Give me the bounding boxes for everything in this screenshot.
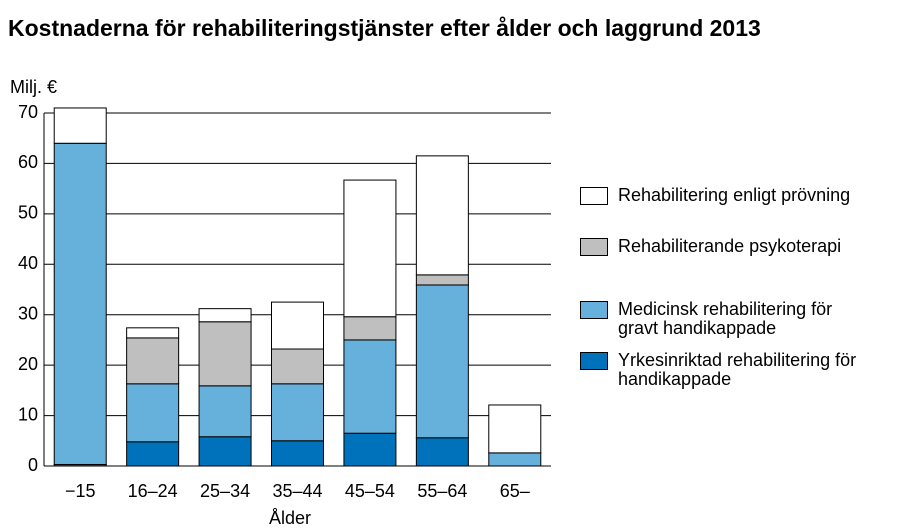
x-tick-label: 45–54 [345, 481, 395, 501]
bar-segment [343, 339, 397, 434]
y-tick-label: 70 [18, 102, 38, 122]
legend-item: Medicinsk rehabilitering för gravt handi… [580, 300, 870, 338]
x-tick-label: 16–24 [128, 481, 178, 501]
bar-segment [198, 308, 252, 323]
legend-item: Rehabiliterande psykoterapi [580, 237, 870, 256]
x-tick-label: 25–34 [200, 481, 250, 501]
legend-label: Medicinsk rehabilitering för gravt handi… [618, 299, 833, 338]
bar-segment [198, 436, 252, 467]
y-tick-label: 50 [18, 203, 38, 223]
chart-title: Kostnaderna för rehabiliteringstjänster … [8, 15, 761, 41]
bar-segment [126, 383, 180, 443]
bar-segment [126, 441, 180, 467]
y-tick-label: 10 [18, 404, 38, 424]
legend-item: Rehabilitering enligt prövning [580, 186, 870, 205]
bar-segment [271, 383, 324, 442]
legend-item: Yrkesinriktad rehabilitering för handika… [580, 351, 870, 389]
y-tick-label: 30 [18, 303, 38, 323]
bar-segment [415, 274, 469, 286]
bar-segment [53, 107, 107, 144]
y-tick-label: 20 [18, 354, 38, 374]
bar-segment [271, 301, 324, 350]
bar-segment [415, 437, 469, 467]
legend-swatch [580, 187, 608, 205]
bar-segment [126, 337, 180, 385]
bar-segment [343, 316, 397, 341]
x-tick-label: 55–64 [417, 481, 467, 501]
bar-segment [343, 432, 397, 467]
x-tick-label: 35–44 [272, 481, 322, 501]
x-tick-label: 65– [500, 481, 530, 501]
legend-label: Yrkesinriktad rehabilitering för handika… [618, 350, 857, 389]
y-tick-label: 60 [18, 152, 38, 172]
legend-swatch [580, 301, 608, 319]
bar-segment [271, 348, 324, 385]
bar-segment [53, 142, 107, 465]
y-tick-label: 40 [18, 253, 38, 273]
y-axis-label: Milj. € [10, 77, 57, 97]
bar-segment [271, 440, 324, 467]
bar-segment [198, 385, 252, 438]
x-axis-label: Ålder [269, 508, 311, 528]
legend-swatch [580, 238, 608, 256]
bar-segment [198, 321, 252, 387]
legend-swatch [580, 352, 608, 370]
y-tick-label: 0 [28, 455, 38, 475]
bar-segment [343, 179, 397, 318]
bar-segment [126, 327, 180, 339]
bar-segment [415, 284, 469, 439]
legend-label: Rehabilitering enligt prövning [618, 185, 851, 205]
x-tick-label: −15 [65, 481, 96, 501]
legend-label: Rehabiliterande psykoterapi [618, 236, 842, 256]
bar-segment [488, 404, 542, 454]
bar-segment [488, 452, 542, 467]
bar-segment [415, 155, 469, 276]
